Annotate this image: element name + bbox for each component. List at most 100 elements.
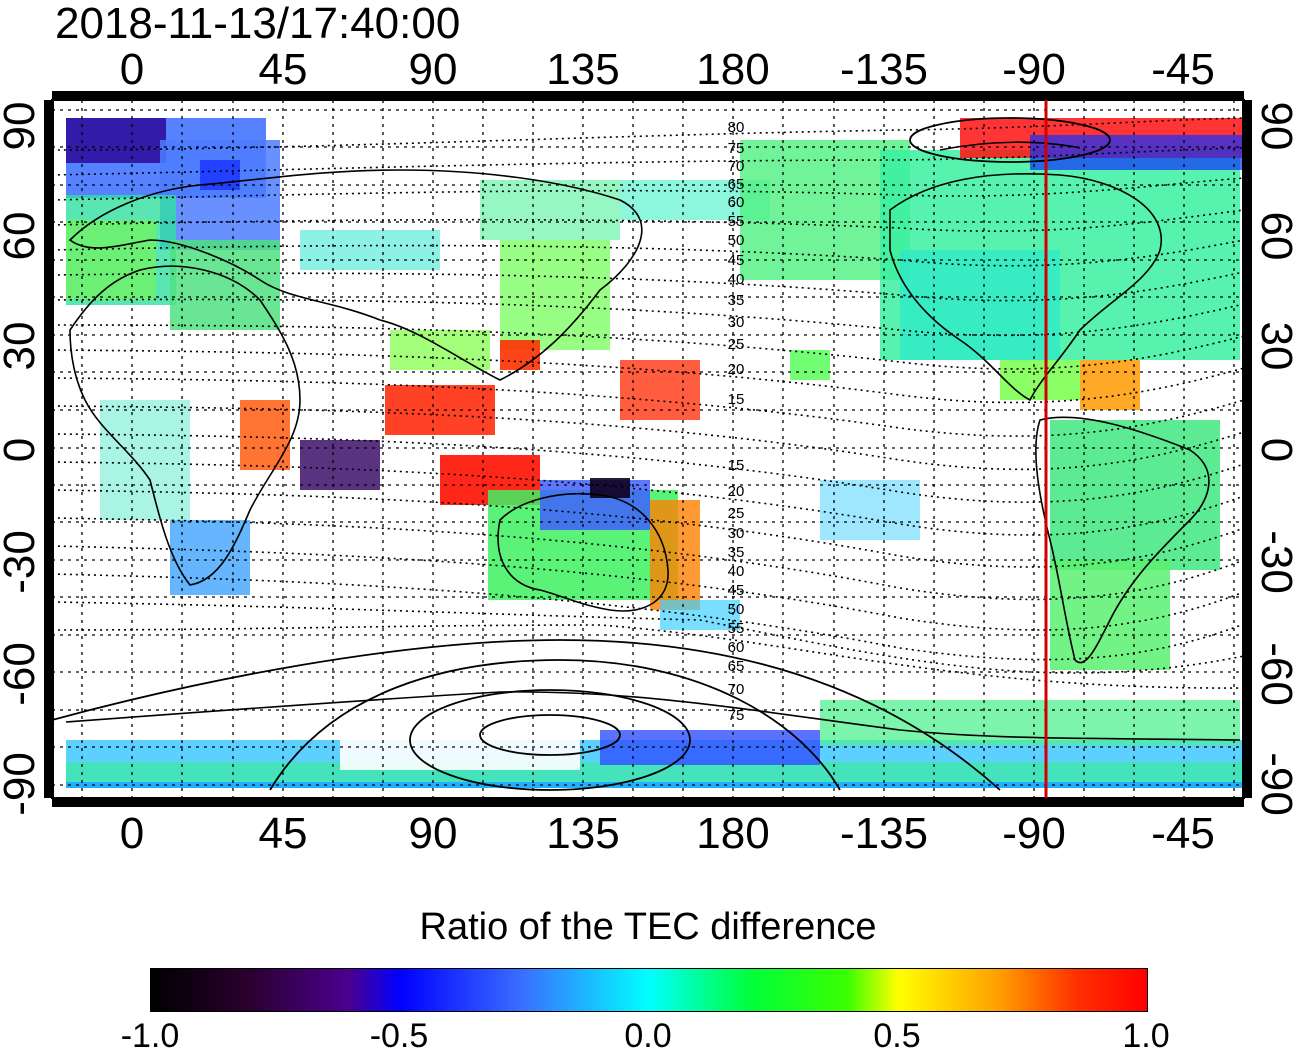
contour-label: 20 [728,361,745,378]
lon-tick-bottom: -45 [1151,809,1215,858]
contour-label: 15 [728,457,745,474]
lon-tick-bottom: -135 [839,809,929,858]
contour-line [52,177,1244,201]
contour-label: 30 [728,314,745,331]
contour-label: 15 [728,391,745,408]
contour-label: 75 [728,140,745,157]
coastlines [65,141,1241,741]
lon-tick-top: -90 [1002,45,1066,94]
tec-patch [160,140,280,250]
contour-line [52,489,1244,568]
lon-tick-top: 180 [696,45,770,94]
contour-label: 65 [728,658,745,675]
lon-tick-top: -45 [1151,45,1215,94]
lon-tick-top: -135 [839,45,929,94]
polar-contour [409,689,691,791]
lon-tick-bottom: 90 [408,809,458,858]
contour-line [52,573,1244,661]
tec-patch [66,118,166,163]
polar-contour [52,639,1001,791]
contour-label: 50 [728,601,745,618]
tec-patch [1030,135,1242,170]
colorbar-title: Ratio of the TEC difference [419,906,877,948]
tec-patch [240,400,290,470]
tec-gap [340,720,580,770]
map-bottom-bar [52,797,1244,807]
contour-line [52,517,1244,601]
contour-label: 30 [728,525,745,542]
colorbar-tick: 1.0 [1122,1017,1170,1055]
contour-line [52,209,1244,232]
map-right-bar [1242,100,1252,798]
tec-patch [900,250,1060,360]
contour-label: 25 [728,505,745,522]
contour-line [52,377,1244,437]
tec-patch [500,240,610,350]
tec-patch [1050,560,1170,670]
tec-patch [790,350,830,380]
contour-label: 40 [728,563,745,580]
lon-tick-top: 90 [408,45,458,94]
map-top-bar [52,91,1244,101]
north-america-outline [889,172,1163,402]
contour-line [52,298,1244,337]
lon-tick-bottom: 180 [696,809,770,858]
contour-line [52,324,1244,370]
contour-line [52,147,1244,176]
contour-line [52,461,1244,536]
contour-label: 70 [728,681,745,698]
contour-label: 45 [728,582,745,599]
contour-label: 45 [728,252,745,269]
lon-tick-bottom: 135 [546,809,620,858]
contour-label: 75 [728,707,745,724]
contour-line [52,349,1244,404]
lon-tick-bottom: 0 [119,809,145,858]
tec-patch [620,360,700,420]
polar-contour [479,714,621,756]
contour-label: 35 [728,544,745,561]
tec-patch [100,400,190,520]
tec-patch [300,230,440,270]
timestamp-title: 2018-11-13/17:40:00 [55,0,461,48]
tec-patch [170,240,280,330]
australia-outline [497,492,669,612]
contour-label: 35 [728,292,745,309]
tec-patch [480,180,620,240]
lon-tick-bottom: -90 [1002,809,1066,858]
colorbar-tick: 0.0 [624,1017,672,1055]
tec-patch [500,340,540,370]
polar-contour [909,117,1111,163]
map-left-bar [44,100,54,798]
polar-contour [269,659,841,791]
lon-tick-top: 135 [546,45,620,94]
tec-patch [1080,360,1140,410]
lon-tick-top: 0 [119,45,145,94]
contour-lines [52,117,1244,689]
colorbar [150,968,1148,1012]
tec-patch [1050,420,1220,570]
eurasia-outline [68,169,643,381]
contour-label: 80 [728,119,745,136]
contour-line [52,601,1244,674]
lon-tick-bottom: 45 [258,809,308,858]
contour-label: 20 [728,483,745,500]
africa-outline [69,265,301,586]
contour-line [52,405,1244,471]
contour-line [52,239,1244,267]
contour-label: 55 [728,213,745,230]
polar-contours [52,117,1111,791]
colorbar-tick: -0.5 [369,1017,429,1055]
colorbar-tick: -1.0 [120,1017,180,1055]
contour-line [52,271,1244,302]
contour-label: 55 [728,620,745,637]
contour-label: 60 [728,639,745,656]
tec-patch [590,478,630,498]
tec-map: 80 75 70 65 60 55 50 45 40 35 30 25 20 1… [44,91,1252,807]
contour-line [52,433,1244,503]
contour-line [52,117,1244,151]
contour-label: 70 [728,158,745,175]
colorbar-tick: 0.5 [873,1017,921,1055]
tec-patch [390,330,490,370]
tec-patch [1000,360,1080,400]
contour-label: 60 [728,194,745,211]
